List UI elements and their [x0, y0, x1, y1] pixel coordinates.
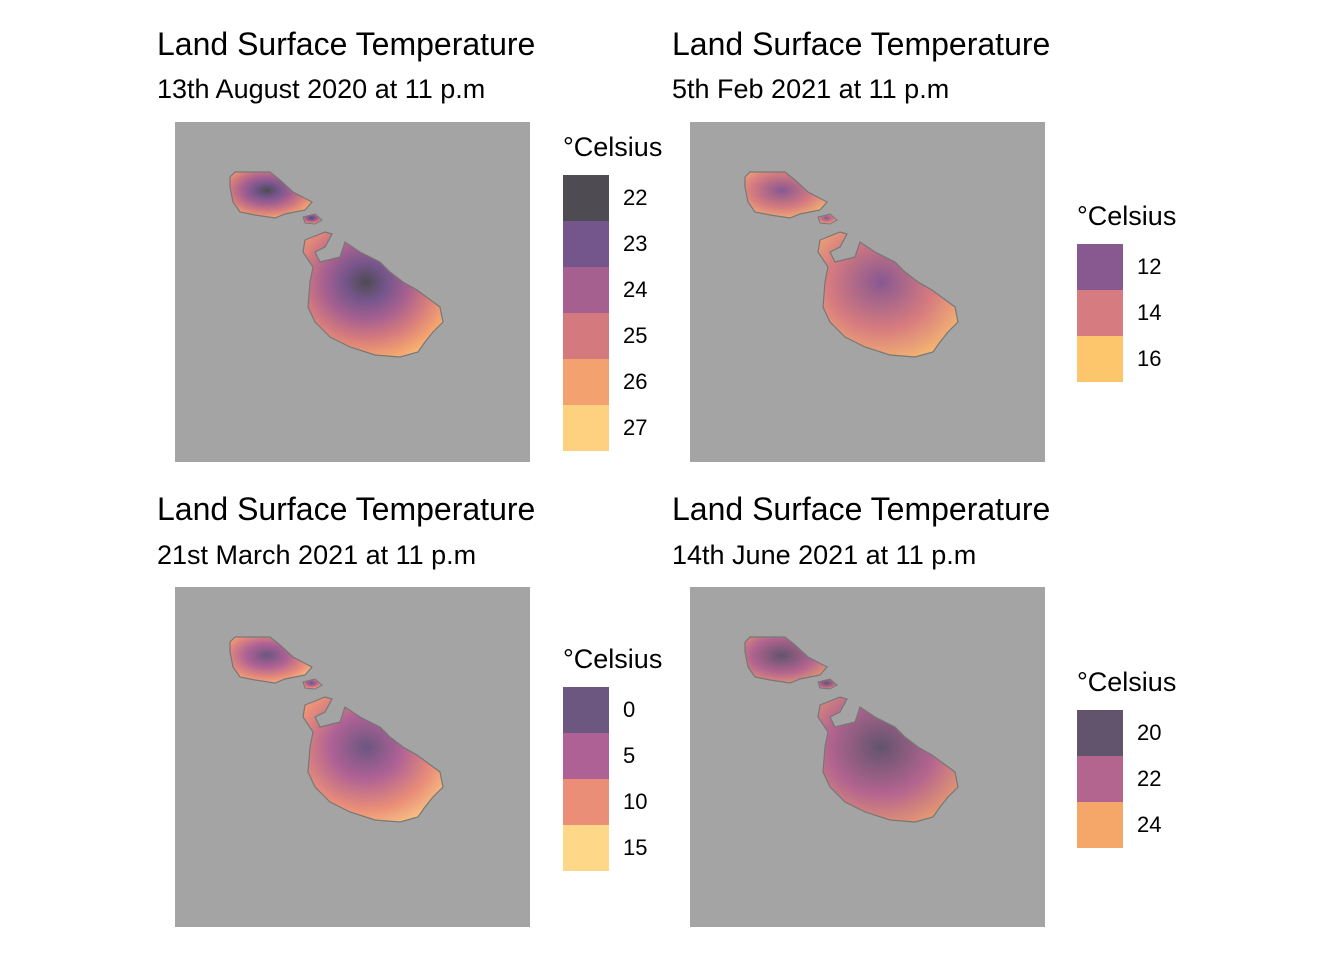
legend-label: 12: [1137, 254, 1162, 279]
gozo-island: [744, 636, 828, 684]
legend-swatch: [1077, 802, 1123, 848]
legend-swatch: [563, 405, 609, 451]
legend-key: 25: [563, 313, 662, 359]
legend-key: 22: [1077, 756, 1176, 802]
legend-key: 20: [1077, 710, 1176, 756]
comino-island: [302, 678, 323, 690]
legend-title: °Celsius: [1077, 667, 1177, 697]
legend-swatch: [563, 221, 609, 267]
legend-key: 24: [563, 267, 662, 313]
malta-map: [175, 587, 530, 927]
legend-swatch: [563, 175, 609, 221]
legend-key: 15: [563, 825, 662, 871]
legend-label: 27: [623, 415, 648, 440]
comino-island: [817, 213, 838, 225]
legend-key: 14: [1077, 290, 1176, 336]
malta-island: [817, 696, 959, 823]
color-legend: °Celsius 20 22 24: [1077, 667, 1176, 848]
legend-swatch: [563, 779, 609, 825]
legend-label: 24: [1137, 812, 1162, 837]
legend-swatch: [563, 687, 609, 733]
malta-island: [302, 231, 444, 358]
legend-label: 15: [623, 835, 648, 860]
panel-subtitle: 5th Feb 2021 at 11 p.m: [672, 74, 950, 104]
legend-swatch: [563, 825, 609, 871]
legend-key: 27: [563, 405, 662, 451]
panel-subtitle: 21st March 2021 at 11 p.m: [157, 540, 477, 570]
legend-key: 23: [563, 221, 662, 267]
legend-label: 26: [623, 369, 648, 394]
panel-title: Land Surface Temperature: [157, 26, 536, 62]
color-legend: °Celsius 0 5 10 15: [563, 644, 662, 871]
legend-swatch: [563, 267, 609, 313]
panel-title: Land Surface Temperature: [672, 26, 1051, 62]
legend-label: 10: [623, 789, 648, 814]
comino-island: [302, 213, 323, 225]
legend-key: 16: [1077, 336, 1176, 382]
legend-swatch: [563, 359, 609, 405]
legend-swatch: [563, 733, 609, 779]
legend-swatch: [1077, 756, 1123, 802]
legend-label: 0: [623, 697, 636, 722]
legend-key: 12: [1077, 244, 1176, 290]
color-legend: °Celsius 22 23 24 25 26 27: [563, 132, 662, 451]
malta-map: [690, 587, 1045, 927]
legend-key: 5: [563, 733, 662, 779]
malta-map: [690, 122, 1045, 462]
legend-swatch: [1077, 336, 1123, 382]
panel-subtitle: 13th August 2020 at 11 p.m: [157, 74, 486, 104]
legend-label: 20: [1137, 720, 1162, 745]
malta-map: [175, 122, 530, 462]
legend-label: 25: [623, 323, 648, 348]
color-legend: °Celsius 12 14 16: [1077, 201, 1176, 382]
legend-swatch: [1077, 244, 1123, 290]
panel-subtitle: 14th June 2021 at 11 p.m: [672, 540, 977, 570]
malta-island: [817, 231, 959, 358]
legend-key: 22: [563, 175, 662, 221]
legend-label: 22: [1137, 766, 1162, 791]
legend-key: 10: [563, 779, 662, 825]
panel-title: Land Surface Temperature: [157, 491, 536, 527]
legend-title: °Celsius: [1077, 201, 1177, 231]
legend-label: 5: [623, 743, 636, 768]
legend-label: 23: [623, 231, 648, 256]
legend-swatch: [1077, 710, 1123, 756]
legend-label: 14: [1137, 300, 1162, 325]
legend-swatch: [1077, 290, 1123, 336]
gozo-island: [229, 636, 313, 684]
legend-title: °Celsius: [563, 644, 663, 674]
legend-key: 24: [1077, 802, 1176, 848]
legend-key: 26: [563, 359, 662, 405]
malta-island: [302, 696, 444, 823]
legend-title: °Celsius: [563, 132, 663, 162]
gozo-island: [229, 171, 313, 219]
gozo-island: [744, 171, 828, 219]
panel-title: Land Surface Temperature: [672, 491, 1051, 527]
comino-island: [817, 678, 838, 690]
legend-key: 0: [563, 687, 662, 733]
legend-label: 16: [1137, 346, 1162, 371]
legend-swatch: [563, 313, 609, 359]
legend-label: 24: [623, 277, 648, 302]
legend-label: 22: [623, 185, 648, 210]
